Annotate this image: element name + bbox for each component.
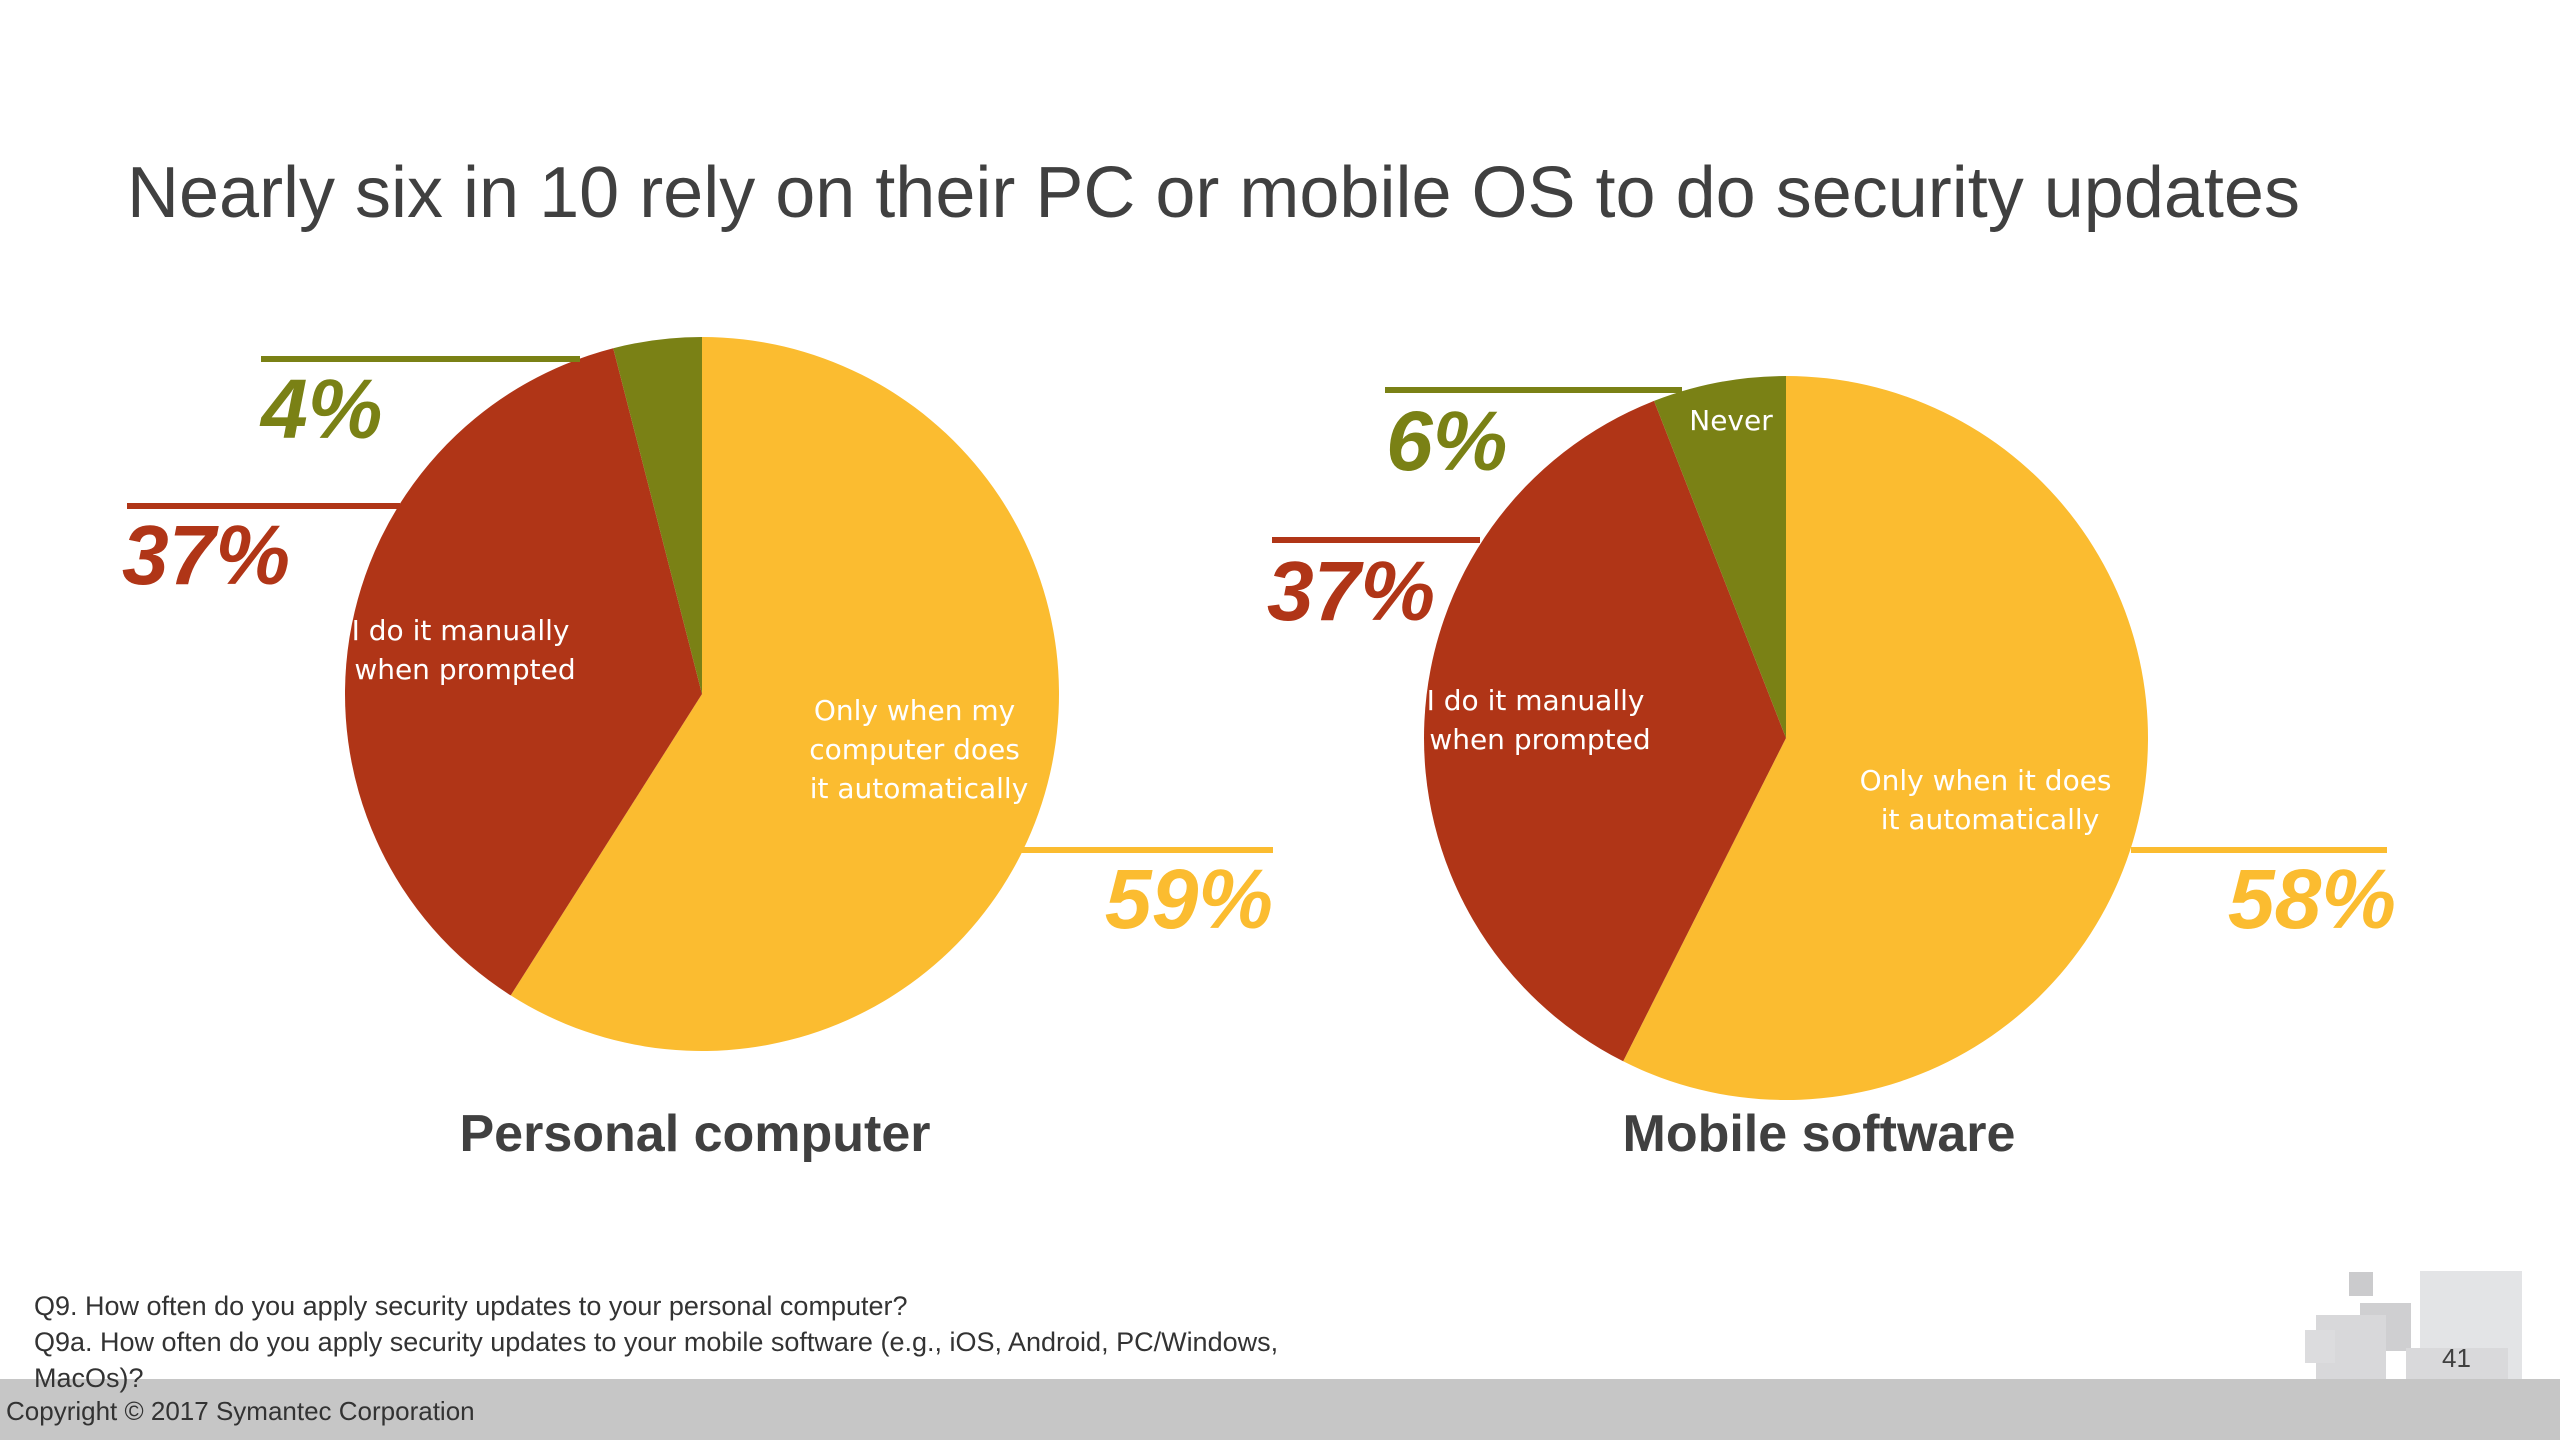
pct-pc-never: 4%: [259, 362, 382, 456]
footnote-q9a: Q9a. How often do you apply security upd…: [34, 1327, 1279, 1357]
pct-pc-manual: 37%: [122, 508, 290, 602]
label-pc-manual: I do it manually when prompted: [352, 614, 579, 686]
pie-title-pc: Personal computer: [459, 1105, 930, 1163]
label-mobile-manual: I do it manually when prompted: [1427, 684, 1654, 756]
pie-slice-automatic: [510, 337, 1059, 1051]
pct-pc-auto: 59%: [1105, 852, 1273, 946]
slide-title: Nearly six in 10 rely on their PC or mob…: [127, 153, 2300, 233]
pie-slice-manual: [1423, 400, 1786, 1062]
pie-title-mobile: Mobile software: [1623, 1105, 2016, 1163]
page-number: 41: [2442, 1343, 2471, 1373]
footnote-q9a-cont: MacOs)?: [34, 1363, 144, 1393]
footnotes: Q9. How often do you apply security upda…: [34, 1288, 1278, 1396]
pie-slice-automatic: [1623, 376, 2148, 1100]
pie-slice-manual: [345, 348, 702, 996]
label-pc-auto: Only when my computer does it automatica…: [809, 694, 1029, 805]
pie-slice-never: [1653, 376, 1786, 738]
label-mobile-never: Never: [1689, 404, 1773, 437]
pie-mobile-software: [1423, 376, 2148, 1100]
pct-mobile-never: 6%: [1386, 394, 1507, 488]
footer-bar: [0, 1379, 2560, 1440]
footnote-q9: Q9. How often do you apply security upda…: [34, 1291, 908, 1321]
pct-mobile-manual: 37%: [1267, 544, 1435, 638]
pie-personal-computer: [345, 337, 1059, 1051]
label-mobile-auto: Only when it does it automatically: [1860, 764, 2121, 836]
pct-mobile-auto: 58%: [2228, 852, 2396, 946]
pie-slice-never: [613, 337, 702, 694]
copyright: Copyright © 2017 Symantec Corporation: [6, 1396, 475, 1426]
